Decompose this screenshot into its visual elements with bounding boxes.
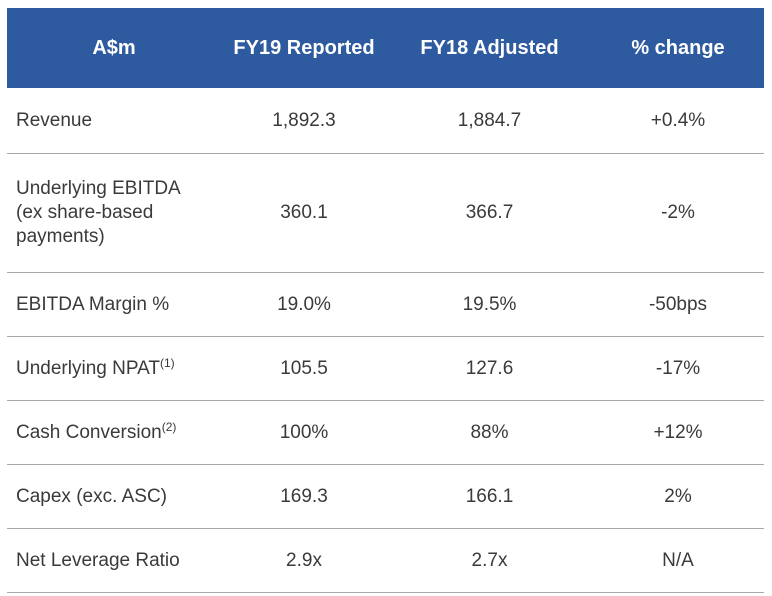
row-label-line: (ex share-based (16, 202, 154, 223)
header-units: A$m (7, 8, 221, 88)
footnote-marker: (1) (159, 355, 175, 370)
cell-change: -17% (592, 336, 764, 401)
row-label-text: Underlying NPAT (16, 357, 160, 379)
table-row-revenue: Revenue 1,892.3 1,884.7 +0.4% (7, 88, 764, 154)
cell-fy18: 366.7 (387, 153, 592, 273)
table-row-cash-conversion: Cash Conversion(2) 100% 88% +12% (7, 400, 764, 465)
cell-change: -2% (592, 153, 764, 273)
row-label-line: payments) (16, 226, 105, 247)
cell-fy19: 360.1 (221, 153, 387, 273)
table-row-underlying-ebitda: Underlying EBITDA (ex share-based paymen… (7, 153, 764, 273)
header-fy19-reported: FY19 Reported (221, 8, 387, 88)
footnote-marker: (2) (161, 419, 177, 434)
header-row: A$m FY19 Reported FY18 Adjusted % change (7, 8, 764, 88)
table-header: A$m FY19 Reported FY18 Adjusted % change (7, 8, 764, 88)
cell-change: 2% (592, 464, 764, 529)
cell-change: +12% (592, 400, 764, 465)
cell-fy19: 100% (221, 400, 387, 465)
cell-fy19: 1,892.3 (221, 88, 387, 154)
table-row-capex: Capex (exc. ASC) 169.3 166.1 2% (7, 464, 764, 529)
cell-change: +0.4% (592, 88, 764, 154)
cell-fy18: 88% (387, 400, 592, 465)
cell-fy18: 127.6 (387, 336, 592, 401)
row-label: Capex (exc. ASC) (7, 464, 221, 529)
row-label-text: Cash Conversion (16, 421, 162, 443)
table-row-ebitda-margin: EBITDA Margin % 19.0% 19.5% -50bps (7, 272, 764, 337)
cell-change: -50bps (592, 272, 764, 337)
row-label: Underlying NPAT(1) (7, 336, 221, 401)
header-fy18-adjusted: FY18 Adjusted (387, 8, 592, 88)
table-row-net-leverage: Net Leverage Ratio 2.9x 2.7x N/A (7, 528, 764, 593)
row-label: Net Leverage Ratio (7, 528, 221, 593)
row-label: Revenue (7, 88, 221, 154)
row-label: EBITDA Margin % (7, 272, 221, 337)
cell-fy18: 19.5% (387, 272, 592, 337)
cell-change: N/A (592, 528, 764, 593)
row-label: Underlying EBITDA (ex share-based paymen… (7, 153, 221, 273)
table-row-underlying-npat: Underlying NPAT(1) 105.5 127.6 -17% (7, 336, 764, 401)
cell-fy19: 169.3 (221, 464, 387, 529)
financial-summary-table-wrapper: A$m FY19 Reported FY18 Adjusted % change… (7, 8, 764, 593)
cell-fy19: 19.0% (221, 272, 387, 337)
header-percent-change: % change (592, 8, 764, 88)
cell-fy18: 166.1 (387, 464, 592, 529)
row-label: Cash Conversion(2) (7, 400, 221, 465)
cell-fy19: 2.9x (221, 528, 387, 593)
cell-fy18: 1,884.7 (387, 88, 592, 154)
table-body: Revenue 1,892.3 1,884.7 +0.4% Underlying… (7, 88, 764, 593)
cell-fy18: 2.7x (387, 528, 592, 593)
cell-fy19: 105.5 (221, 336, 387, 401)
row-label-line: Underlying EBITDA (16, 178, 181, 199)
financial-summary-table: A$m FY19 Reported FY18 Adjusted % change… (7, 8, 764, 593)
